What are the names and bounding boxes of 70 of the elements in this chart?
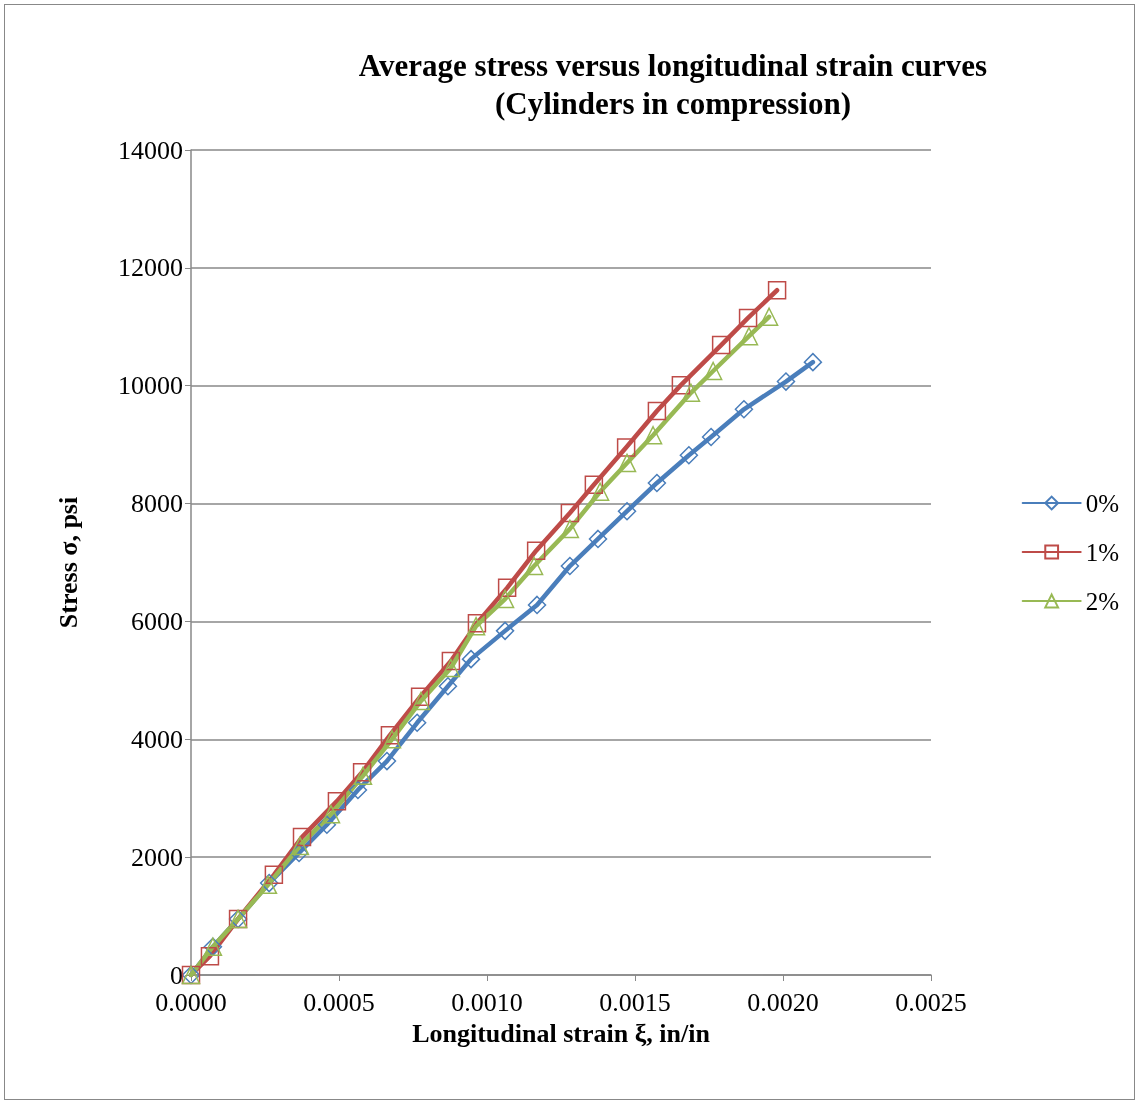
point: [643, 425, 663, 445]
point: [461, 649, 481, 669]
point: [527, 595, 547, 615]
point: [560, 556, 580, 576]
point: [327, 791, 347, 811]
point: [495, 589, 515, 609]
point: [681, 383, 701, 403]
point: [759, 307, 779, 327]
point: [803, 352, 823, 372]
y-tick-label: 2000: [131, 842, 183, 872]
point: [647, 401, 667, 421]
point: [495, 621, 515, 641]
point: [289, 843, 309, 863]
point: [377, 751, 397, 771]
point: [617, 501, 637, 521]
x-tick-label: 0.0005: [303, 987, 375, 1017]
x-tick-label: 0.0000: [155, 987, 227, 1017]
x-tick-label: 0.0015: [599, 987, 671, 1017]
y-tick-label: 0: [170, 960, 183, 990]
point: [679, 446, 699, 465]
point: [382, 730, 402, 749]
point: [734, 400, 754, 419]
y-tick-label: 6000: [131, 606, 183, 636]
y-tick-label: 10000: [118, 371, 183, 401]
point: [526, 541, 546, 560]
point: [701, 427, 721, 447]
x-tick-label: 0.0020: [747, 987, 819, 1017]
legend-label: 1%: [1085, 538, 1119, 566]
point: [438, 677, 458, 696]
y-tick-label: 8000: [131, 489, 183, 519]
point: [441, 658, 461, 678]
point: [353, 766, 373, 786]
point: [739, 326, 759, 346]
point: [317, 815, 337, 834]
point: [776, 372, 796, 391]
point: [738, 308, 758, 328]
x-tick-label: 0.0025: [895, 987, 967, 1017]
point: [671, 375, 691, 395]
point: [348, 780, 368, 800]
point: [524, 556, 544, 576]
point: [292, 827, 312, 847]
x-tick-label: 0.0010: [451, 987, 523, 1017]
point: [767, 281, 787, 300]
point: [407, 713, 427, 733]
point: [380, 725, 400, 745]
point: [441, 651, 461, 671]
legend-label: 2%: [1085, 587, 1119, 615]
point: [560, 503, 580, 523]
point: [264, 865, 284, 885]
point: [617, 453, 637, 473]
point: [590, 482, 610, 502]
point: [321, 804, 341, 824]
point: [711, 335, 731, 355]
x-axis-title: Longitudinal strain ξ, in/in: [412, 1018, 711, 1048]
legend-label: 0%: [1085, 489, 1119, 517]
point: [560, 519, 580, 539]
point: [703, 361, 723, 381]
chart-title: Average stress versus longitudinal strain curves (Cylinders in compression): [358, 47, 988, 121]
y-tick-label: 12000: [118, 253, 183, 283]
y-tick-label: 14000: [118, 135, 183, 165]
point: [200, 946, 220, 966]
y-tick-label: 4000: [131, 724, 183, 754]
point: [584, 475, 604, 494]
point: [647, 473, 667, 493]
point: [497, 578, 517, 598]
point: [290, 836, 310, 856]
point: [588, 529, 608, 549]
y-axis-title: Stress σ, psi: [53, 496, 83, 629]
point: [352, 763, 372, 782]
point: [616, 438, 636, 457]
